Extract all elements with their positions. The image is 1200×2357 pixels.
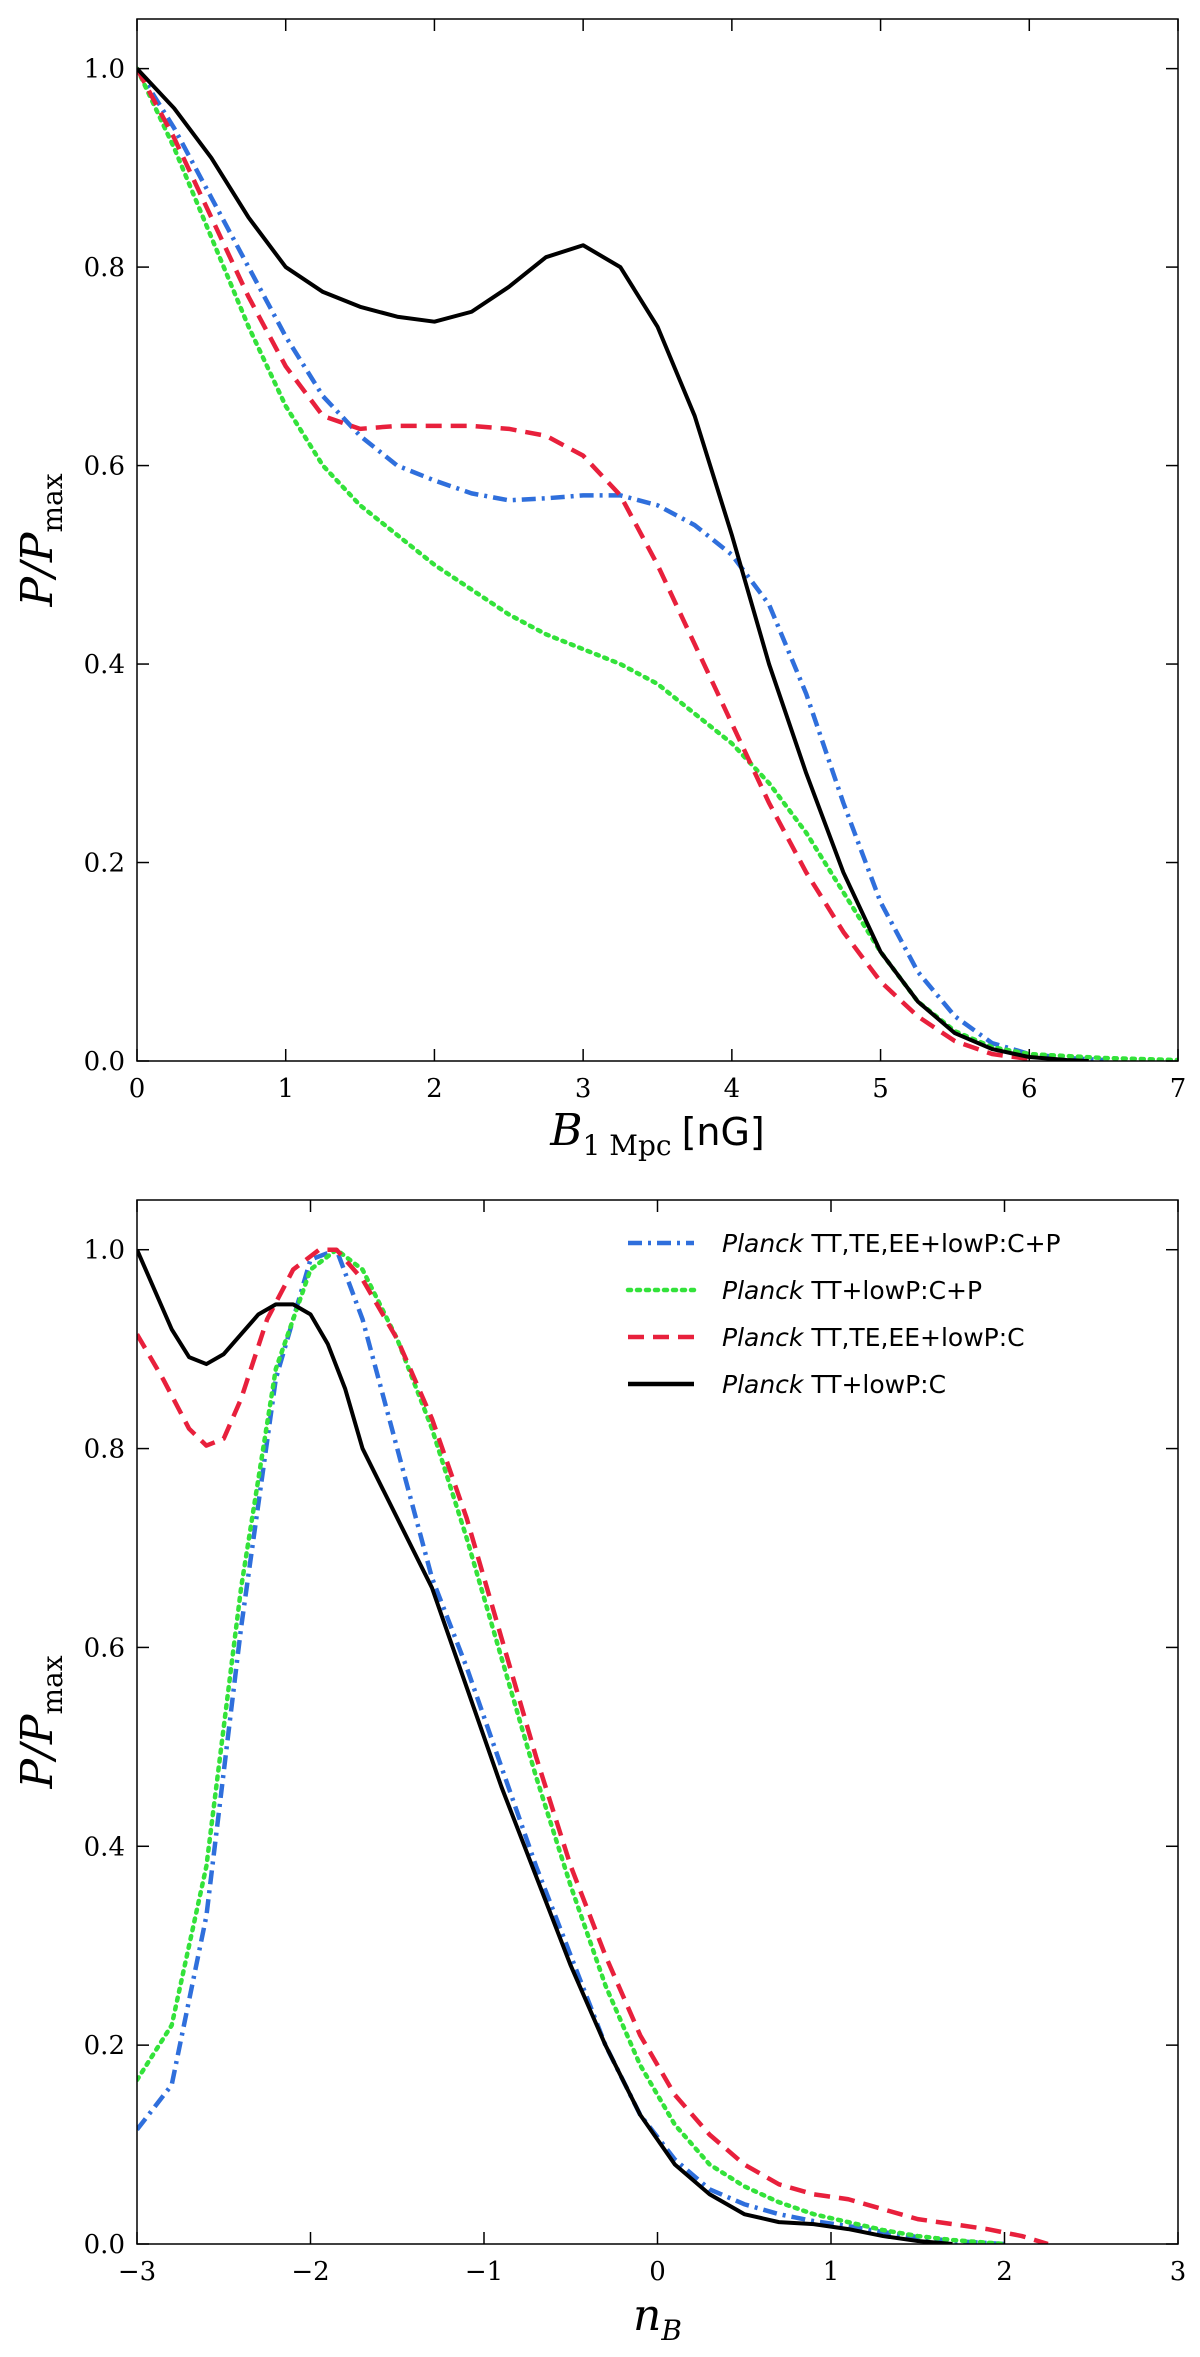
y-axis-label: P/Pmax [12,473,69,607]
legend-entry-rest: TT,TE,EE+lowP:C+P [803,1229,1060,1258]
series-line-dotted-1 [137,1247,1007,2244]
y-tick-label: 0.2 [84,2031,125,2061]
legend-entry-italic: Planck [722,1276,805,1305]
x-tick-label: 3 [1170,2257,1187,2287]
y-tick-label: 0.8 [84,1435,125,1465]
legend-entry-italic: Planck [722,1370,805,1399]
x-tick-label: −2 [291,2257,329,2287]
y-tick-label: 0.4 [84,1832,125,1862]
x-tick-label: −3 [118,2257,156,2287]
x-tick-label: 3 [575,1074,592,1104]
x-tick-label: 4 [724,1074,741,1104]
series-line-dashed-2 [137,1247,1049,2244]
legend-entry-rest: TT+lowP:C+P [803,1276,982,1305]
plot-frame [136,1199,1179,2245]
x-tick-label: 1 [823,2257,840,2287]
y-axis-label: P/Pmax [12,1655,69,1789]
y-tick-label: 0.6 [84,1633,125,1663]
series-line-solid-3 [137,1248,953,2244]
y-axis-label-main: P/P [12,531,63,607]
series-group [137,1247,1049,2244]
x-tick-label: 0 [649,2257,666,2287]
legend-entry: Planck TT+lowP:C [722,1370,946,1399]
x-tick-label: 5 [872,1074,889,1104]
legend-entry: Planck TT,TE,EE+lowP:C+P [722,1229,1061,1258]
legend-entry-italic: Planck [722,1229,805,1258]
chart-magnetic-amplitude: 0 1 2 3 4 5 6 7 0.0 0.2 0.4 0.6 0.8 1.0 B1 Mpc [nG] P/Pm… [12,18,1187,1162]
series-line-dotted-1 [137,66,1178,1061]
x-axis-label-main: n [633,2290,661,2341]
y-tick-label: 1.0 [84,55,125,85]
x-axis-label: B1 Mpc [nG] [549,1105,765,1162]
y-tick-label: 0.2 [84,849,125,879]
x-tick-label: 7 [1170,1074,1187,1104]
y-tick-label: 0.0 [84,1047,125,1077]
y-axis-label-sub: max [36,1655,69,1714]
legend-entry: Planck TT+lowP:C+P [722,1276,982,1305]
legend-entry-rest: TT+lowP:C [803,1370,946,1399]
x-axis-label-sub: B [660,2314,682,2347]
series-group [137,66,1178,1061]
x-tick-label: 1 [277,1074,294,1104]
legend-entry-italic: Planck [722,1323,805,1352]
x-tick-label: 0 [129,1074,146,1104]
x-tick-label: −1 [465,2257,503,2287]
legend-entry-rest: TT,TE,EE+lowP:C [803,1323,1024,1352]
y-tick-label: 0.6 [84,452,125,482]
y-tick-label: 0.0 [84,2230,125,2260]
x-axis-label-unit: [nG] [682,1110,765,1154]
y-tick-label: 0.4 [84,650,125,680]
chart-spectral-index: −3 −2 −1 0 1 2 3 0.0 0.2 0.4 0.6 0.8 1.0 nB P/Pmax Plan… [12,1199,1187,2347]
x-axis-label-main: B [549,1105,582,1156]
x-tick-label: 2 [426,1074,443,1104]
x-tick-label: 2 [996,2257,1013,2287]
plot-frame [136,18,1179,1062]
x-axis-label: nB [633,2290,682,2347]
series-line-solid-3 [137,67,1089,1061]
series-line-dashed-2 [137,67,1030,1061]
y-axis-label-sub: max [36,473,69,532]
legend-entry: Planck TT,TE,EE+lowP:C [722,1323,1025,1352]
series-line-dashdot-0 [137,67,1104,1061]
y-axis-label-main: P/P [12,1713,63,1789]
x-tick-label: 6 [1021,1074,1038,1104]
y-tick-label: 1.0 [84,1236,125,1266]
x-axis-label-sub: 1 Mpc [583,1129,672,1162]
y-tick-label: 0.8 [84,253,125,283]
